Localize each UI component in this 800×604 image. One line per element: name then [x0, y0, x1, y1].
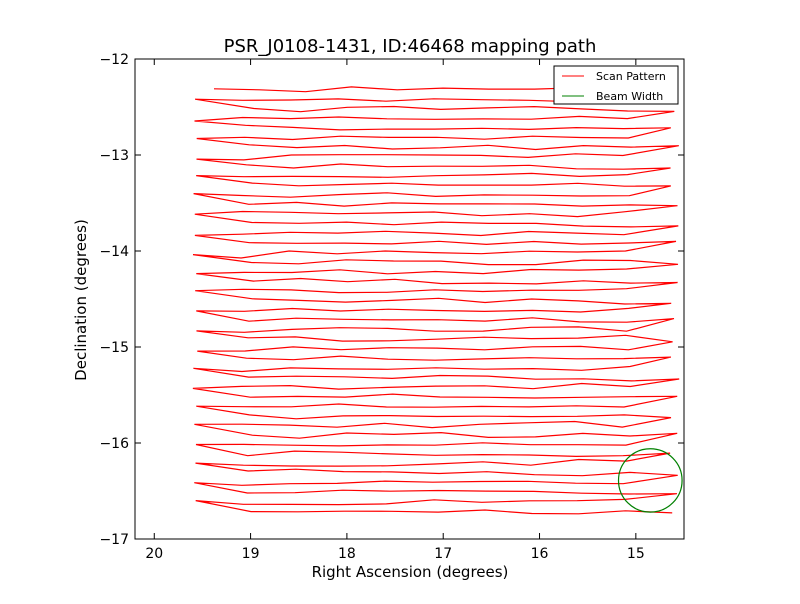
x-tick-label: 17	[434, 546, 452, 562]
plot-frame	[134, 58, 685, 540]
x-tick-label: 15	[627, 546, 645, 562]
x-tick-label: 18	[338, 546, 356, 562]
x-axis-label: Right Ascension (degrees)	[312, 563, 509, 581]
beam-width-circle	[617, 448, 683, 513]
x-tick-label: 19	[242, 546, 260, 562]
legend-label-scan-pattern: Scan Pattern	[596, 70, 666, 83]
y-tick-label: −13	[99, 148, 129, 164]
x-tick-label: 20	[145, 546, 163, 562]
legend: Scan Pattern Beam Width	[553, 65, 679, 105]
series-layer	[192, 86, 683, 515]
y-tick-label: −12	[99, 52, 129, 68]
chart-title: PSR_J0108-1431, ID:46468 mapping path	[224, 36, 597, 57]
y-tick-label: −14	[99, 244, 129, 260]
plot-area	[135, 59, 684, 539]
y-tick-label: −16	[99, 436, 129, 452]
y-axis-label: Declination (degrees)	[72, 219, 90, 381]
y-tick-label: −17	[99, 532, 129, 548]
ticks-layer: 20 19 18 17 16 15 −12 −13 −14 −15 −16 −17	[99, 52, 684, 562]
y-tick-label: −15	[99, 340, 129, 356]
legend-box	[553, 65, 679, 105]
x-tick-label: 16	[531, 546, 549, 562]
scan-pattern-line	[192, 86, 680, 515]
legend-label-beam-width: Beam Width	[596, 90, 663, 103]
